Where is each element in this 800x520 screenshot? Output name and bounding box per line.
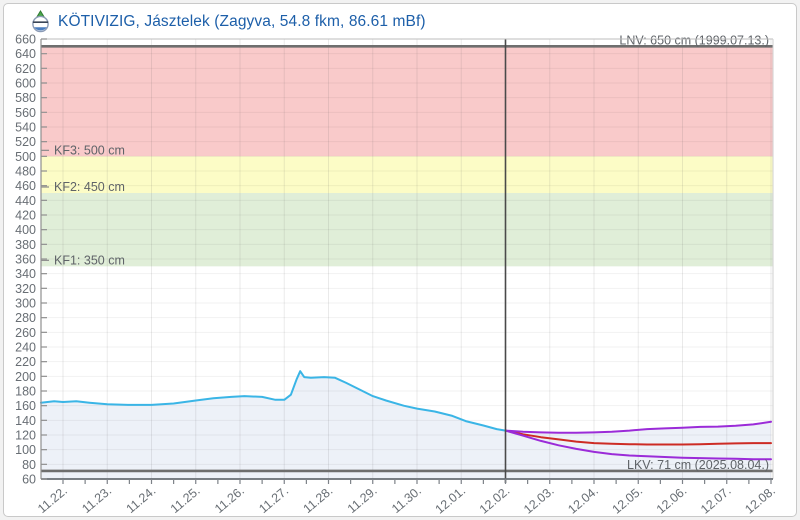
y-tick-label: 260 [15,326,36,340]
lkv-label: LKV: 71 cm (2025.08.04.) [627,458,769,472]
y-tick-label: 660 [15,33,36,47]
x-tick-label: 11.26. [212,484,247,516]
y-tick-label: 60 [22,473,36,487]
station-title: KÖTIVIZIG, Jásztelek (Zagyva, 54.8 fkm, … [58,12,426,30]
observed-line [39,370,507,432]
y-tick-label: 420 [15,209,36,223]
lnv-label: LNV: 650 cm (1999.07.13.) [619,33,769,47]
y-tick-label: 520 [15,135,36,149]
y-tick-label: 480 [15,165,36,179]
x-tick-label: 11.25. [168,484,203,516]
y-tick-label: 80 [22,458,36,472]
y-tick-label: 640 [15,47,36,61]
kf2-label: KF2: 450 cm [54,180,125,194]
x-tick-label: 11.24. [124,484,159,516]
y-tick-label: 540 [15,121,36,135]
y-tick-label: 360 [15,253,36,267]
y-tick-label: 580 [15,91,36,105]
y-tick-label: 600 [15,77,36,91]
x-tick-label: 12.07. [698,484,734,517]
x-tick-label: 12.03. [521,484,557,517]
y-tick-label: 280 [15,311,36,325]
chart-header: KÖTIVIZIG, Jásztelek (Zagyva, 54.8 fkm, … [29,10,426,33]
x-tick-label: 12.04. [565,484,601,517]
kf3-label: KF3: 500 cm [54,143,125,157]
y-tick-label: 220 [15,355,36,369]
y-tick-label: 160 [15,399,36,413]
y-tick-label: 240 [15,341,36,355]
x-tick-label: 12.08. [742,484,778,517]
y-tick-label: 140 [15,414,36,428]
y-tick-label: 560 [15,106,36,120]
x-tick-label: 11.29. [345,484,380,516]
x-tick-label: 12.01. [433,484,469,517]
forecast_min-line [504,429,772,461]
y-tick-label: 180 [15,385,36,399]
y-tick-label: 100 [15,443,36,457]
y-tick-label: 340 [15,267,36,281]
y-tick-label: 620 [15,62,36,76]
y-tick-label: 460 [15,179,36,193]
x-tick-label: 12.05. [610,484,646,517]
y-tick-label: 120 [15,429,36,443]
x-tick-label: 11.30. [389,484,424,516]
band-flood2 [41,156,773,193]
y-tick-label: 300 [15,297,36,311]
y-tick-label: 200 [15,370,36,384]
x-tick-label: 11.28. [301,484,336,516]
y-tick-label: 320 [15,282,36,296]
y-tick-label: 400 [15,223,36,237]
band-flood1 [41,193,773,267]
x-tick-label: 12.02. [477,484,513,517]
band-flood3 [41,46,773,157]
forecast_mean-line [504,429,772,446]
kf1-label: KF1: 350 cm [54,253,125,267]
y-tick-label: 440 [15,194,36,208]
water-level-chart: LNV: 650 cm (1999.07.13.) KF3: 500 cm KF2:… [15,33,778,517]
y-tick-label: 500 [15,150,36,164]
y-tick-label: 380 [15,238,36,252]
water-gauge-trend-icon [32,10,49,33]
forecast_max-line [504,420,772,434]
x-tick-label: 11.23. [79,484,114,516]
x-tick-label: 11.27. [256,484,291,516]
chart-card: KÖTIVIZIG, Jásztelek (Zagyva, 54.8 fkm, … [3,3,797,517]
x-tick-label: 11.22. [35,484,70,516]
x-tick-label: 12.06. [654,484,690,517]
